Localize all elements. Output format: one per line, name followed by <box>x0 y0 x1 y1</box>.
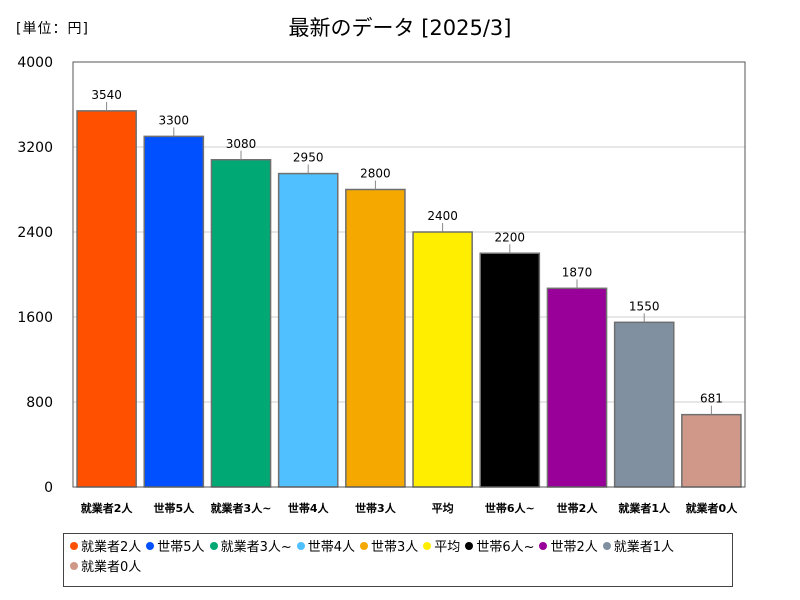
data-label: 3300 <box>159 113 190 127</box>
bars <box>76 110 742 488</box>
legend-item: 就業者2人 <box>70 538 141 558</box>
data-label: 1550 <box>629 299 660 313</box>
bar <box>76 110 137 488</box>
bar <box>143 135 205 488</box>
x-tick-label: 就業者3人~ <box>211 501 272 515</box>
x-tick-label: 世帯5人 <box>153 501 195 515</box>
bar <box>210 159 272 488</box>
legend-dot-icon <box>146 542 155 550</box>
legend-item: 就業者0人 <box>70 558 141 578</box>
data-label: 2950 <box>293 151 324 165</box>
legend-dot-icon <box>360 542 369 550</box>
legend-label: 就業者2人 <box>81 540 142 555</box>
legend-label: 世帯5人 <box>157 540 205 555</box>
legend-label: 就業者3人~ <box>220 540 292 555</box>
data-label: 2400 <box>427 209 458 223</box>
x-tick-label: 就業者0人 <box>686 501 739 515</box>
legend-dot-icon <box>70 542 78 550</box>
legend-item: 世帯6人~ <box>465 538 534 558</box>
data-label: 1870 <box>562 265 593 279</box>
bar <box>613 321 675 488</box>
y-tick-label: 800 <box>26 395 53 411</box>
data-label: 2800 <box>360 167 391 181</box>
y-tick-label: 1600 <box>17 310 53 326</box>
legend-item: 世帯5人 <box>146 538 205 558</box>
legend-dot-icon <box>465 542 474 550</box>
y-tick-label: 3200 <box>17 140 53 156</box>
legend-item: 世帯4人 <box>296 538 356 558</box>
legend-item: 平均 <box>423 538 460 558</box>
bar <box>479 252 541 488</box>
legend-item: 就業者3人~ <box>209 538 292 558</box>
legend-label: 世帯4人 <box>307 540 356 555</box>
data-label: 2200 <box>495 230 526 244</box>
legend-dot-icon <box>209 542 218 550</box>
legend-dot-icon <box>539 542 548 550</box>
x-axis: 就業者2人 世帯5人 就業者3人~ 世帯4人 世帯3人 平均 世帯6人~ 世帯2人 就業者1人 就… <box>81 501 738 515</box>
legend-label: 世帯2人 <box>550 540 598 555</box>
legend-dot-icon <box>70 562 78 570</box>
legend-dot-icon <box>423 542 432 550</box>
y-tick-label: 2400 <box>17 225 53 241</box>
legend-label: 世帯3人 <box>371 540 419 555</box>
plot-frame <box>72 61 746 488</box>
data-labels: 3540 3300 3080 2950 2800 2400 2200 1870 1550 681 <box>91 88 723 415</box>
bar <box>412 231 473 488</box>
legend-dot-icon <box>602 542 611 550</box>
y-axis: 0 800 1600 2400 3200 4000 <box>17 55 53 496</box>
bar <box>546 287 608 488</box>
legend-item: 世帯2人 <box>539 538 598 558</box>
bar <box>345 188 406 488</box>
data-label: 3080 <box>226 137 257 151</box>
y-tick-label: 4000 <box>17 55 53 71</box>
legend-item: 就業者1人 <box>602 538 675 558</box>
legend-label: 就業者1人 <box>613 540 675 555</box>
unit-label: [単位：円] <box>16 21 89 37</box>
legend: 就業者2人 世帯5人 就業者3人~ 世帯4人 世帯3人 平均 世帯6人~ 世帯2人 就業者1人就… <box>63 533 733 587</box>
legend-item: 世帯3人 <box>360 538 418 558</box>
x-tick-label: 世帯2人 <box>557 501 599 515</box>
x-tick-label: 世帯3人 <box>355 501 397 515</box>
bar <box>681 413 742 488</box>
y-tick-label: 0 <box>44 480 53 496</box>
x-tick-label: 就業者2人 <box>81 501 134 515</box>
x-tick-label: 世帯4人 <box>288 501 330 515</box>
chart-title: 最新のデータ [2025/3] <box>288 16 512 40</box>
data-label: 681 <box>700 392 723 406</box>
x-tick-label: 就業者1人 <box>618 501 671 515</box>
x-tick-label: 世帯6人~ <box>485 501 535 515</box>
legend-label: 平均 <box>434 540 461 555</box>
legend-label: 就業者0人 <box>81 560 142 575</box>
legend-label: 世帯6人~ <box>476 540 535 555</box>
data-label: 3540 <box>91 88 122 102</box>
bar <box>277 172 339 488</box>
bar-chart: 0 800 1600 2400 3200 4000 3540 3300 3080 2950 280… <box>17 55 746 515</box>
legend-dot-icon <box>296 542 305 550</box>
x-tick-label: 平均 <box>432 501 454 515</box>
